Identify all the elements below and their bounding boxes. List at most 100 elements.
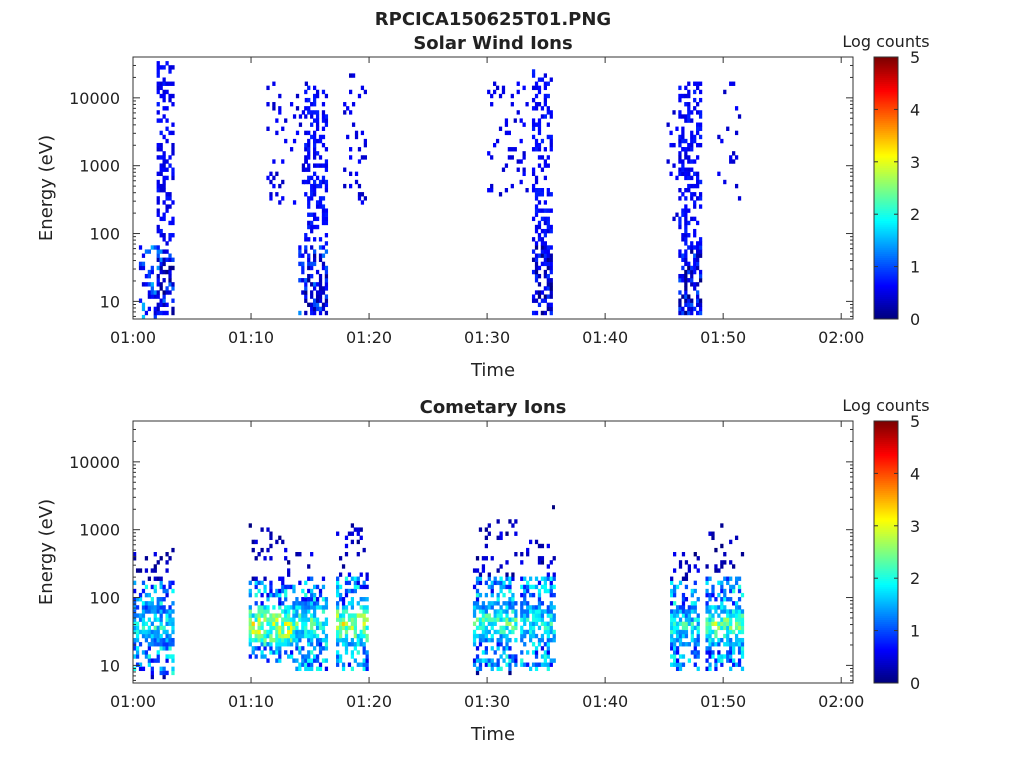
heatmap-cell xyxy=(307,179,311,185)
heatmap-cell xyxy=(672,110,676,115)
heatmap-cell xyxy=(540,633,545,639)
heatmap-cell xyxy=(156,290,160,295)
heatmap-cell xyxy=(301,110,306,115)
heatmap-cell xyxy=(153,576,157,581)
heatmap-cell xyxy=(260,592,264,598)
heatmap-cell xyxy=(269,580,273,586)
heatmap-cell xyxy=(549,228,553,234)
heatmap-cell xyxy=(162,646,166,651)
heatmap-cell xyxy=(272,592,276,598)
colorbar-segment xyxy=(874,576,898,580)
heatmap-cell xyxy=(708,613,712,618)
heatmap-cell xyxy=(301,662,305,667)
colorbar-segment xyxy=(874,474,898,477)
heatmap-cell xyxy=(295,106,300,111)
heatmap-cell xyxy=(693,97,697,103)
heatmap-cell xyxy=(354,179,359,185)
heatmap-cell xyxy=(529,637,533,643)
heatmap-cell xyxy=(708,605,712,610)
heatmap-cell xyxy=(499,637,503,643)
heatmap-cell xyxy=(490,666,494,672)
heatmap-cell xyxy=(684,290,688,295)
heatmap-cell xyxy=(496,642,500,647)
colorbar-segment xyxy=(874,650,898,653)
heatmap-cell xyxy=(698,192,703,197)
heatmap-cell xyxy=(720,580,724,586)
heatmap-cell xyxy=(708,654,712,659)
heatmap-cell xyxy=(266,633,270,639)
heatmap-cell xyxy=(684,228,688,234)
heatmap-cell xyxy=(549,580,553,586)
heatmap-cell xyxy=(531,69,536,74)
heatmap-cell xyxy=(254,629,258,635)
heatmap-cell xyxy=(310,613,314,618)
heatmap-cell xyxy=(708,666,712,672)
heatmap-cell xyxy=(321,290,326,295)
heatmap-cell xyxy=(540,646,545,651)
colorbar-segment xyxy=(874,504,898,508)
heatmap-cell xyxy=(304,666,308,672)
heatmap-cell xyxy=(499,531,503,536)
heatmap-cell xyxy=(540,138,545,144)
heatmap-cell xyxy=(734,580,739,586)
heatmap-cell xyxy=(552,556,556,561)
heatmap-cell xyxy=(490,601,494,606)
heatmap-cell xyxy=(168,556,172,561)
heatmap-cell xyxy=(681,306,685,312)
heatmap-cell xyxy=(737,621,742,626)
heatmap-cell xyxy=(537,118,542,123)
heatmap-cell xyxy=(540,216,545,222)
heatmap-cell xyxy=(307,637,311,643)
heatmap-cell xyxy=(336,592,340,598)
heatmap-cell xyxy=(552,592,556,598)
heatmap-cell xyxy=(295,130,300,136)
heatmap-cell xyxy=(324,666,329,672)
heatmap-cell xyxy=(519,159,523,164)
heatmap-cell xyxy=(693,306,697,312)
heatmap-cell xyxy=(505,617,509,622)
heatmap-cell xyxy=(257,613,261,618)
colorbar-segment xyxy=(874,85,898,89)
colorbar-segment xyxy=(874,498,898,502)
heatmap-cell xyxy=(251,621,255,626)
heatmap-cell xyxy=(287,625,291,631)
heatmap-cell xyxy=(153,294,157,299)
heatmap-cell xyxy=(165,629,169,635)
colorbar-segment xyxy=(874,230,898,234)
heatmap-cell xyxy=(318,237,323,242)
heatmap-cell xyxy=(266,527,270,532)
heatmap-cell xyxy=(478,527,483,532)
heatmap-cell xyxy=(156,257,160,262)
heatmap-cell xyxy=(153,314,157,320)
heatmap-cell xyxy=(534,106,539,111)
colorbar-tick-label: 4 xyxy=(910,100,920,119)
heatmap-cell xyxy=(310,642,314,647)
heatmap-cell xyxy=(315,658,320,663)
heatmap-cell xyxy=(543,228,547,234)
heatmap-cell xyxy=(298,650,302,655)
heatmap-cell xyxy=(292,629,296,635)
heatmap-cell xyxy=(546,642,550,647)
heatmap-cell xyxy=(549,77,553,82)
heatmap-cell xyxy=(720,584,724,590)
heatmap-cell xyxy=(363,138,367,144)
heatmap-cell xyxy=(508,666,512,672)
heatmap-cell xyxy=(484,613,488,618)
heatmap-cell xyxy=(313,249,317,254)
heatmap-cell xyxy=(670,642,674,647)
heatmap-cell xyxy=(162,89,166,95)
heatmap-cell xyxy=(714,633,718,639)
heatmap-cell xyxy=(318,163,323,168)
heatmap-cell xyxy=(687,171,691,177)
heatmap-cell xyxy=(301,609,305,614)
heatmap-cell xyxy=(353,588,357,594)
heatmap-cell xyxy=(543,642,547,647)
heatmap-cell xyxy=(543,208,547,213)
heatmap-cell xyxy=(301,163,306,168)
heatmap-cell xyxy=(729,560,733,565)
heatmap-cell xyxy=(141,617,146,622)
heatmap-cell xyxy=(341,609,346,614)
heatmap-cell xyxy=(315,621,320,626)
heatmap-cell xyxy=(168,253,172,258)
heatmap-cell xyxy=(481,650,486,655)
